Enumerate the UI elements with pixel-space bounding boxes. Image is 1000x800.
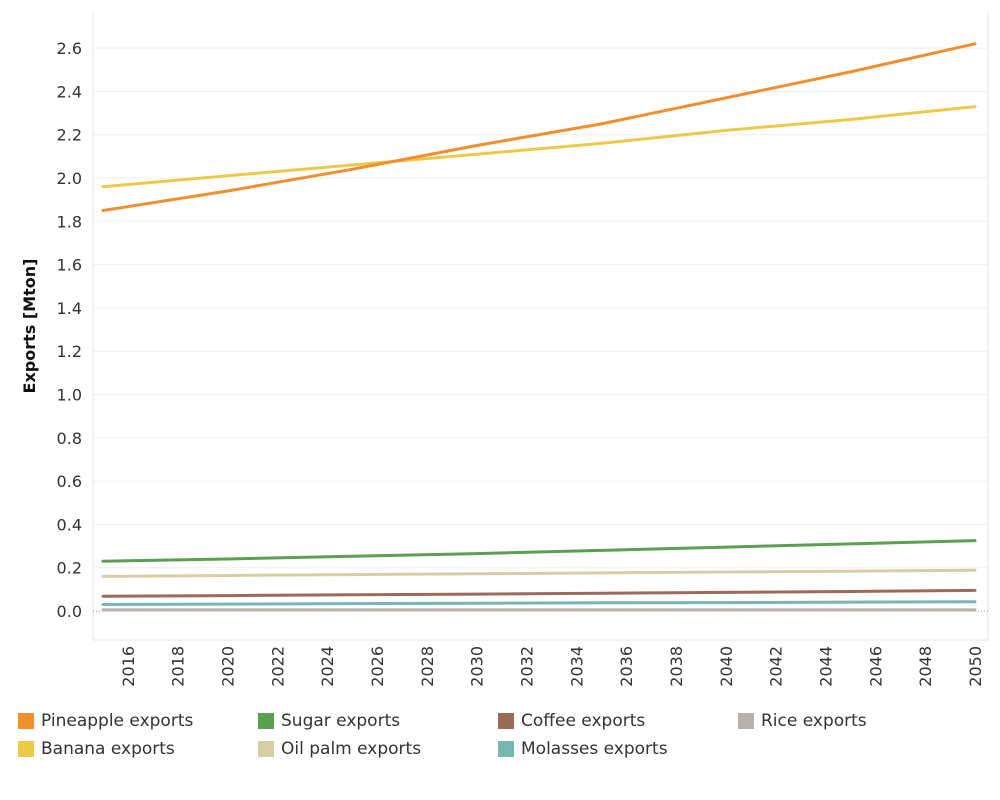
legend-swatch [18,741,34,757]
y-tick-label: 2.6 [57,39,82,58]
y-tick-label: 0.2 [57,559,82,578]
legend-item-coffee[interactable]: Coffee exports [498,710,738,732]
legend-swatch [738,713,754,729]
legend-swatch [498,713,514,729]
y-tick-label: 0.6 [57,472,82,491]
y-axis-ticks: 0.0 0.2 0.4 0.6 0.8 1.0 1.2 1.4 1.6 1.8 2.0 2.2 2.4 2… [57,39,82,621]
series-line-sugar-exports [101,539,977,563]
series-line-coffee-exports [101,588,977,598]
line-chart: 0.0 0.2 0.4 0.6 0.8 1.0 1.2 1.4 1.6 1.8 2.0 2.2 2.4 2… [20,12,989,687]
legend-item-rice[interactable]: Rice exports [738,710,978,732]
legend-label: Pineapple exports [41,711,194,731]
legend-label: Rice exports [761,711,867,731]
y-tick-label: 2.0 [57,169,82,188]
legend-label: Sugar exports [281,711,401,731]
gridlines [92,12,989,641]
x-tick-label: 2028 [418,646,437,687]
x-tick-label: 2024 [318,646,337,687]
y-tick-label: 0.8 [57,429,82,448]
x-tick-label: 2036 [617,646,636,687]
legend: Pineapple exports Sugar exports Coffee e… [18,710,988,760]
x-axis-ticks: 2016 2018 2020 2022 2024 2026 2028 2030 2032 2034… [119,646,985,687]
series-line-molasses-exports [101,600,977,606]
y-axis-label: Exports [Mton] [20,259,39,394]
x-tick-label: 2034 [567,646,586,687]
y-tick-label: 0.4 [57,515,82,534]
x-tick-label: 2026 [368,646,387,687]
x-tick-label: 2016 [119,646,138,687]
legend-label: Oil palm exports [281,739,422,759]
legend-label: Banana exports [41,739,175,759]
y-tick-label: 1.6 [57,256,82,275]
legend-item-oil-palm[interactable]: Oil palm exports [258,738,498,760]
x-tick-label: 2040 [717,646,736,687]
legend-item-sugar[interactable]: Sugar exports [258,710,498,732]
x-tick-label: 2048 [916,646,935,687]
y-tick-label: 1.4 [57,299,82,318]
y-tick-label: 1.8 [57,212,82,231]
x-tick-label: 2018 [169,646,188,687]
x-tick-label: 2020 [219,646,238,687]
legend-item-banana[interactable]: Banana exports [18,738,258,760]
legend-item-molasses[interactable]: Molasses exports [498,738,738,760]
legend-swatch [258,741,274,757]
series-line-banana-exports [101,105,977,189]
legend-swatch [498,741,514,757]
legend-label: Molasses exports [521,739,668,759]
x-tick-label: 2030 [468,646,487,687]
x-tick-label: 2046 [866,646,885,687]
y-tick-label: 2.4 [57,82,82,101]
series-line-pineapple-exports [101,42,977,212]
x-tick-label: 2038 [667,646,686,687]
x-tick-label: 2050 [966,646,985,687]
legend-swatch [18,713,34,729]
legend-swatch [258,713,274,729]
x-tick-label: 2022 [268,646,287,687]
series-line-oil-palm-exports [101,568,977,578]
x-tick-label: 2032 [518,646,537,687]
y-tick-label: 1.0 [57,386,82,405]
legend-item-pineapple[interactable]: Pineapple exports [18,710,258,732]
x-tick-label: 2044 [817,646,836,687]
y-tick-label: 2.2 [57,126,82,145]
y-tick-label: 1.2 [57,342,82,361]
x-tick-label: 2042 [767,646,786,687]
legend-label: Coffee exports [521,711,646,731]
series-lines [101,42,977,612]
y-tick-label: 0.0 [57,602,82,621]
